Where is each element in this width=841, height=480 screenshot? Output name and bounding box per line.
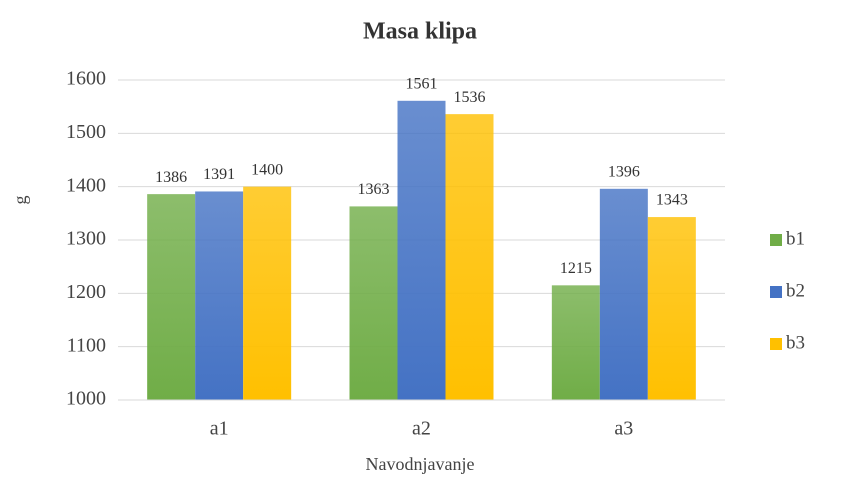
legend-label: b3 (786, 332, 805, 353)
bar (147, 194, 196, 400)
y-tick-label: 1000 (66, 388, 106, 410)
value-label: 1215 (560, 260, 592, 277)
y-tick-label: 1500 (66, 121, 106, 143)
legend-swatch (770, 234, 782, 246)
x-tick-label: a3 (614, 418, 633, 440)
legend-swatch (770, 286, 782, 298)
value-label: 1536 (454, 89, 486, 106)
y-tick-label: 1300 (66, 228, 106, 250)
value-label: 1561 (406, 75, 438, 92)
value-label: 1386 (155, 169, 187, 186)
bar (243, 186, 292, 400)
value-label: 1343 (656, 192, 688, 209)
y-axis-label: g (10, 196, 30, 205)
y-tick-label: 1100 (67, 334, 106, 356)
x-tick-label: a1 (210, 418, 229, 440)
value-label: 1363 (358, 181, 390, 198)
x-tick-label: a2 (412, 418, 431, 440)
bar (551, 285, 600, 400)
bar (349, 206, 398, 400)
y-tick-label: 1600 (66, 68, 106, 90)
legend-label: b1 (786, 228, 805, 249)
legend-swatch (770, 338, 782, 350)
bar (195, 191, 244, 400)
bar (599, 188, 648, 400)
chart-title: Masa klipa (363, 19, 477, 45)
value-label: 1400 (251, 161, 283, 178)
bar (647, 217, 696, 400)
bar (445, 114, 494, 400)
y-tick-label: 1400 (66, 174, 106, 196)
value-label: 1391 (203, 166, 235, 183)
x-axis-label: Navodnjavanje (366, 454, 475, 474)
bar (397, 100, 446, 401)
y-tick-label: 1200 (66, 281, 106, 303)
value-label: 1396 (608, 163, 640, 180)
legend-label: b2 (786, 280, 805, 301)
